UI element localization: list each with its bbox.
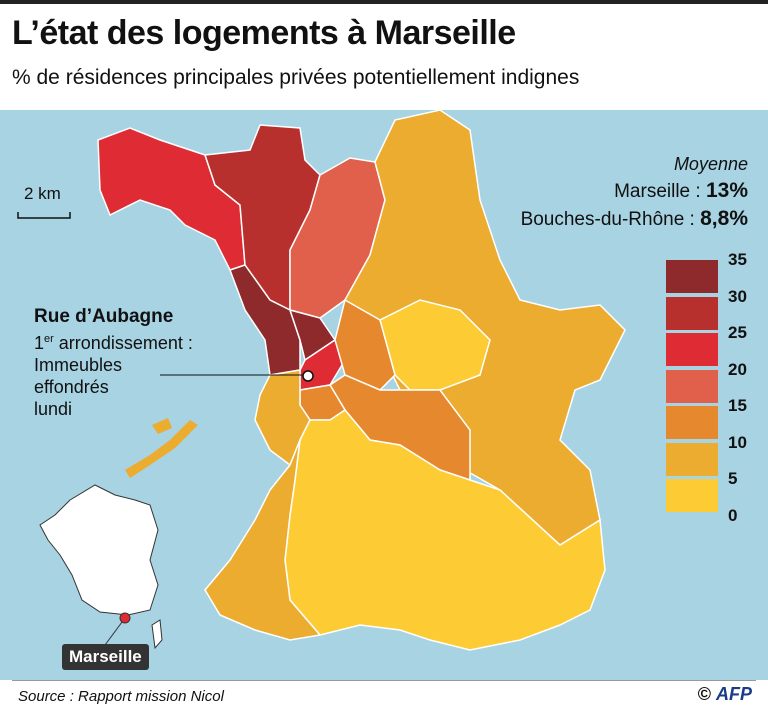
legend-tick: 10 bbox=[728, 432, 747, 452]
callout-number: 1 bbox=[34, 333, 45, 353]
average-row-bdr: Bouches-du-Rhône : 8,8% bbox=[521, 207, 748, 231]
credit: © AFP bbox=[698, 684, 752, 705]
legend-swatch bbox=[666, 479, 718, 512]
average-row-marseille: Marseille : 13% bbox=[521, 179, 748, 203]
scale-bar bbox=[17, 212, 71, 219]
average-label: Marseille : bbox=[614, 181, 706, 202]
callout-marker bbox=[302, 370, 314, 382]
inset-pin bbox=[119, 612, 131, 624]
average-heading: Moyenne bbox=[673, 154, 748, 174]
inset-pin-line bbox=[104, 617, 126, 646]
legend-tick: 20 bbox=[728, 359, 747, 379]
afp-logo: AFP bbox=[716, 684, 752, 704]
inset-corsica bbox=[151, 619, 163, 650]
legend-tick: 35 bbox=[728, 250, 747, 269]
legend-swatch bbox=[666, 333, 718, 366]
inset-city-label: Marseille bbox=[62, 644, 149, 670]
source-note: Source : Rapport mission Nicol bbox=[18, 688, 224, 705]
legend-tick: 0 bbox=[728, 505, 738, 525]
top-bar bbox=[0, 0, 768, 4]
legend-swatch bbox=[666, 406, 718, 439]
page-title: L’état des logements à Marseille bbox=[12, 14, 516, 52]
callout-rue-aubagne: Rue d’Aubagne 1er arrondissement : Immeu… bbox=[34, 306, 193, 420]
average-value: 8,8% bbox=[700, 207, 748, 230]
district-south-west bbox=[204, 439, 322, 641]
legend-swatch bbox=[666, 296, 718, 330]
footer-divider bbox=[12, 680, 756, 681]
legend-tick: 25 bbox=[728, 323, 747, 342]
legend-tick: 30 bbox=[728, 286, 747, 306]
callout-line4: lundi bbox=[34, 399, 73, 419]
district-center-yellow bbox=[379, 299, 491, 391]
callout-sup: er bbox=[44, 333, 54, 345]
page-subtitle: % de résidences principales privées pote… bbox=[12, 66, 580, 89]
callout-line1-text: arrondissement : bbox=[53, 333, 193, 353]
callout-line3: effondrés bbox=[34, 377, 109, 397]
island-frioul bbox=[125, 420, 198, 478]
callout-line1: 1er arrondissement : bbox=[34, 328, 193, 354]
district-coast bbox=[229, 264, 301, 376]
legend-swatch bbox=[666, 260, 718, 293]
inset-france-shape bbox=[39, 484, 159, 616]
scale-label: 2 km bbox=[24, 184, 61, 203]
copyright-symbol: © bbox=[697, 684, 711, 704]
island-small bbox=[152, 418, 172, 434]
average-value: 13% bbox=[705, 179, 748, 202]
average-label: Bouches-du-Rhône : bbox=[520, 209, 701, 230]
average-box: Moyenne Marseille : 13% Bouches-du-Rhône… bbox=[521, 154, 748, 231]
legend-tick: 5 bbox=[728, 469, 738, 488]
callout-line2: Immeubles bbox=[34, 355, 123, 375]
legend-swatch bbox=[666, 442, 718, 476]
legend-tick: 15 bbox=[728, 396, 747, 415]
callout-heading: Rue d’Aubagne bbox=[34, 306, 174, 327]
legend-swatch bbox=[666, 369, 718, 403]
